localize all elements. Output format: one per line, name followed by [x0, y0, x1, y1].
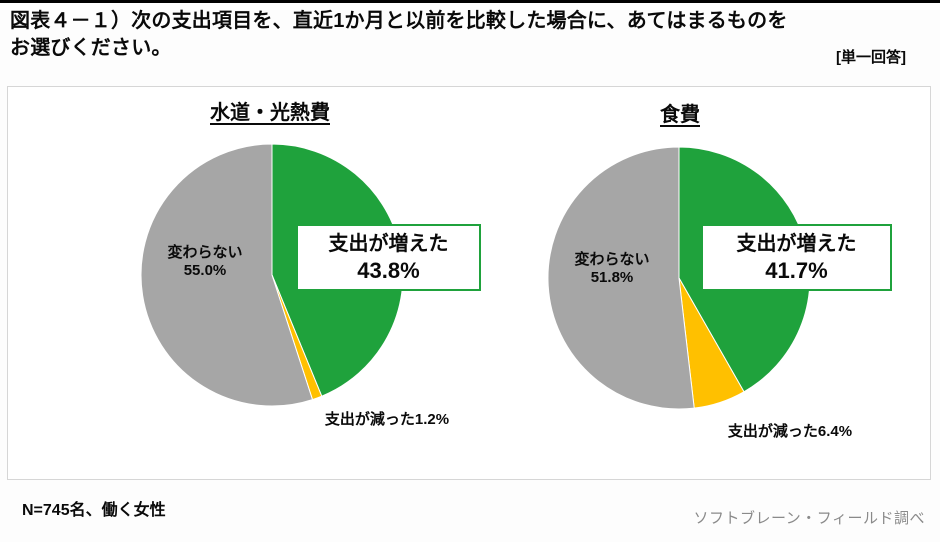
answer-type-label: [単一回答] — [836, 49, 906, 66]
figure-title-line1: 図表４－１）次の支出項目を、直近1か月と以前を比較した場合に、あてはまるものを — [10, 10, 788, 32]
pie-title-utilities: 水道・光熱費 — [210, 102, 330, 124]
source-credit: ソフトブレーン・フィールド調べ — [693, 510, 925, 527]
no-change-label-value: 51.8% — [590, 269, 634, 286]
callout-value: 43.8% — [357, 258, 420, 283]
increase-callout-utilities: 支出が増えた 43.8% — [296, 224, 481, 291]
figure-title-line2: お選びください。 — [10, 37, 172, 59]
top-border-rule — [0, 0, 940, 3]
pie-slice-no_change — [547, 146, 695, 410]
callout-value: 41.7% — [765, 258, 828, 283]
pie-slice-no_change — [140, 143, 314, 407]
decrease-label-food: 支出が減った6.4% — [727, 423, 853, 440]
callout-label: 支出が増えた — [736, 233, 857, 255]
pie-title-food: 食費 — [660, 104, 700, 126]
no-change-label-utilities: 変わらない 55.0% — [146, 244, 264, 280]
callout-label: 支出が増えた — [328, 233, 449, 255]
no-change-label-food: 変わらない 51.8% — [553, 251, 671, 287]
sample-note: N=745名、働く女性 — [22, 502, 166, 519]
no-change-label-text: 変わらない — [167, 244, 243, 261]
no-change-label-text: 変わらない — [574, 251, 650, 268]
no-change-label-value: 55.0% — [183, 262, 227, 279]
increase-callout-food: 支出が増えた 41.7% — [701, 224, 892, 291]
figure-title: 図表４－１）次の支出項目を、直近1か月と以前を比較した場合に、あてはまるものを … — [10, 8, 930, 62]
decrease-label-utilities: 支出が減った1.2% — [324, 411, 450, 428]
